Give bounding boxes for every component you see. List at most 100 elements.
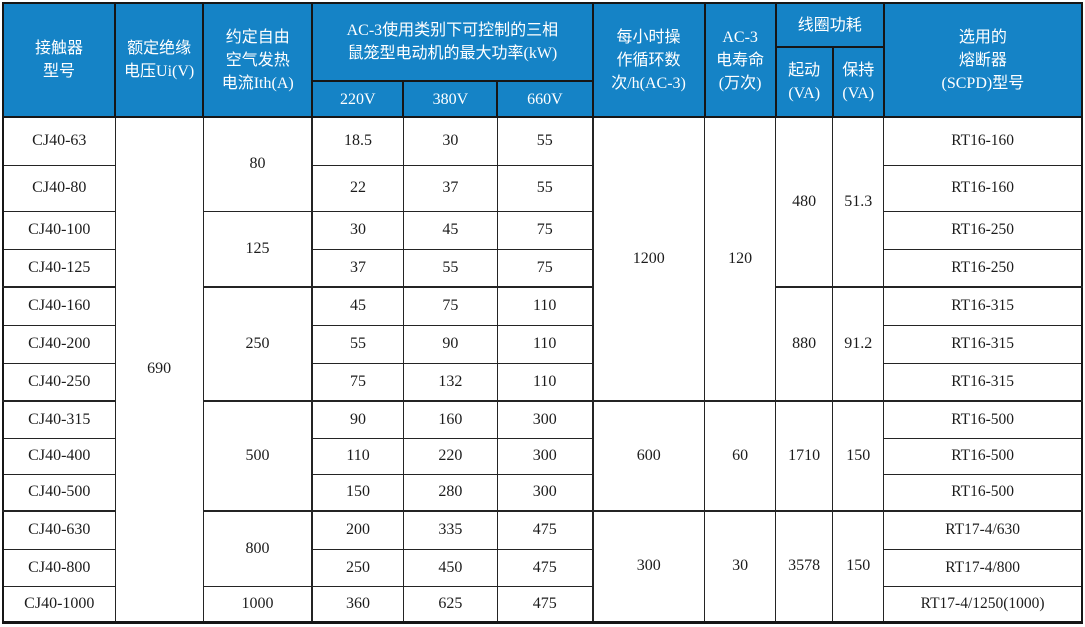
kw380-cell: 625 — [402, 585, 498, 623]
model-cell: CJ40-800 — [2, 548, 116, 587]
kw380-cell: 280 — [402, 473, 498, 512]
header-coil-start: 起动 (VA) — [774, 46, 834, 118]
model-cell: CJ40-250 — [2, 362, 116, 402]
coil-start-cell: 1710 — [775, 400, 834, 512]
kw660-cell: 75 — [496, 210, 594, 250]
kw660-cell: 110 — [496, 362, 594, 402]
coil-hold-cell: 150 — [832, 510, 885, 623]
header-max-power-group: AC-3使用类别下可控制的三相 鼠笼型电动机的最大功率(kW) — [311, 2, 594, 82]
kw220-cell: 90 — [311, 400, 404, 439]
kw660-cell: 475 — [496, 585, 594, 623]
kw220-cell: 360 — [311, 585, 404, 623]
fuse-cell: RT17-4/630 — [883, 510, 1083, 550]
fuse-cell: RT16-250 — [883, 210, 1083, 250]
ith-cell: 125 — [202, 210, 313, 288]
ith-cell: 250 — [202, 286, 313, 402]
kw220-cell: 200 — [311, 510, 404, 550]
model-cell: CJ40-100 — [2, 210, 116, 250]
model-cell: CJ40-315 — [2, 400, 116, 439]
cycles-cell: 300 — [591, 510, 706, 623]
header-220v: 220V — [311, 80, 405, 118]
model-cell: CJ40-400 — [2, 437, 116, 475]
model-cell: CJ40-200 — [2, 324, 116, 364]
kw380-cell: 335 — [402, 510, 498, 550]
header-electrical-life: AC-3 电寿命 (万次) — [703, 2, 777, 118]
kw660-cell: 300 — [496, 473, 594, 512]
fuse-cell: RT16-500 — [883, 473, 1083, 512]
coil-start-cell: 480 — [775, 116, 834, 288]
header-380v: 380V — [402, 80, 499, 118]
model-cell: CJ40-160 — [2, 286, 116, 326]
model-cell: CJ40-630 — [2, 510, 116, 550]
life-cell: 30 — [704, 510, 777, 623]
kw220-cell: 150 — [311, 473, 404, 512]
coil-start-cell: 880 — [775, 286, 834, 402]
kw660-cell: 475 — [496, 548, 594, 587]
kw660-cell: 475 — [496, 510, 594, 550]
fuse-cell: RT16-500 — [883, 400, 1083, 439]
model-cell: CJ40-500 — [2, 473, 116, 512]
fuse-cell: RT17-4/800 — [883, 548, 1083, 587]
kw380-cell: 132 — [402, 362, 498, 402]
model-cell: CJ40-80 — [2, 164, 116, 212]
kw660-cell: 300 — [496, 400, 594, 439]
ith-cell: 800 — [202, 510, 313, 587]
header-cycles: 每小时操 作循环数 次/h(AC-3) — [591, 2, 706, 118]
cycles-cell: 600 — [591, 400, 706, 512]
kw660-cell: 55 — [496, 164, 594, 212]
kw380-cell: 75 — [402, 286, 498, 326]
kw380-cell: 90 — [402, 324, 498, 364]
kw380-cell: 450 — [402, 548, 498, 587]
model-cell: CJ40-125 — [2, 248, 116, 288]
fuse-cell: RT16-160 — [883, 116, 1083, 166]
kw220-cell: 250 — [311, 548, 404, 587]
kw380-cell: 55 — [402, 248, 498, 288]
ui-cell: 690 — [114, 116, 204, 623]
model-cell: CJ40-63 — [2, 116, 116, 166]
life-cell: 120 — [704, 116, 777, 402]
header-model: 接触器 型号 — [1, 2, 117, 118]
ith-cell: 1000 — [202, 585, 313, 623]
fuse-cell: RT17-4/1250(1000) — [883, 585, 1083, 623]
kw660-cell: 110 — [496, 324, 594, 364]
cycles-cell: 1200 — [591, 116, 706, 402]
kw380-cell: 160 — [402, 400, 498, 439]
fuse-cell: RT16-160 — [883, 164, 1083, 212]
kw220-cell: 37 — [311, 248, 404, 288]
coil-hold-cell: 91.2 — [832, 286, 885, 402]
header-insulation-voltage: 额定绝缘 电压Ui(V) — [114, 2, 205, 118]
header-fuse: 选用的 熔断器 (SCPD)型号 — [882, 2, 1084, 118]
model-cell: CJ40-1000 — [2, 585, 116, 623]
fuse-cell: RT16-500 — [883, 437, 1083, 475]
fuse-cell: RT16-250 — [883, 248, 1083, 288]
kw660-cell: 75 — [496, 248, 594, 288]
header-660v: 660V — [496, 80, 594, 118]
header-thermal-current: 约定自由 空气发热 电流Ith(A) — [202, 2, 314, 118]
fuse-cell: RT16-315 — [883, 324, 1083, 364]
kw220-cell: 75 — [311, 362, 404, 402]
kw220-cell: 18.5 — [311, 116, 404, 166]
kw660-cell: 300 — [496, 437, 594, 475]
coil-hold-cell: 150 — [832, 400, 885, 512]
kw220-cell: 110 — [311, 437, 404, 475]
ith-cell: 500 — [202, 400, 313, 512]
kw660-cell: 110 — [496, 286, 594, 326]
life-cell: 60 — [704, 400, 777, 512]
kw380-cell: 45 — [402, 210, 498, 250]
kw220-cell: 55 — [311, 324, 404, 364]
kw220-cell: 45 — [311, 286, 404, 326]
coil-start-cell: 3578 — [775, 510, 834, 623]
ith-cell: 80 — [202, 116, 313, 212]
kw380-cell: 220 — [402, 437, 498, 475]
kw380-cell: 30 — [402, 116, 498, 166]
fuse-cell: RT16-315 — [883, 362, 1083, 402]
fuse-cell: RT16-315 — [883, 286, 1083, 326]
kw220-cell: 30 — [311, 210, 404, 250]
header-coil-hold: 保持 (VA) — [831, 46, 885, 118]
kw380-cell: 37 — [402, 164, 498, 212]
kw220-cell: 22 — [311, 164, 404, 212]
kw660-cell: 55 — [496, 116, 594, 166]
header-coil-power-group: 线圈功耗 — [774, 2, 885, 48]
